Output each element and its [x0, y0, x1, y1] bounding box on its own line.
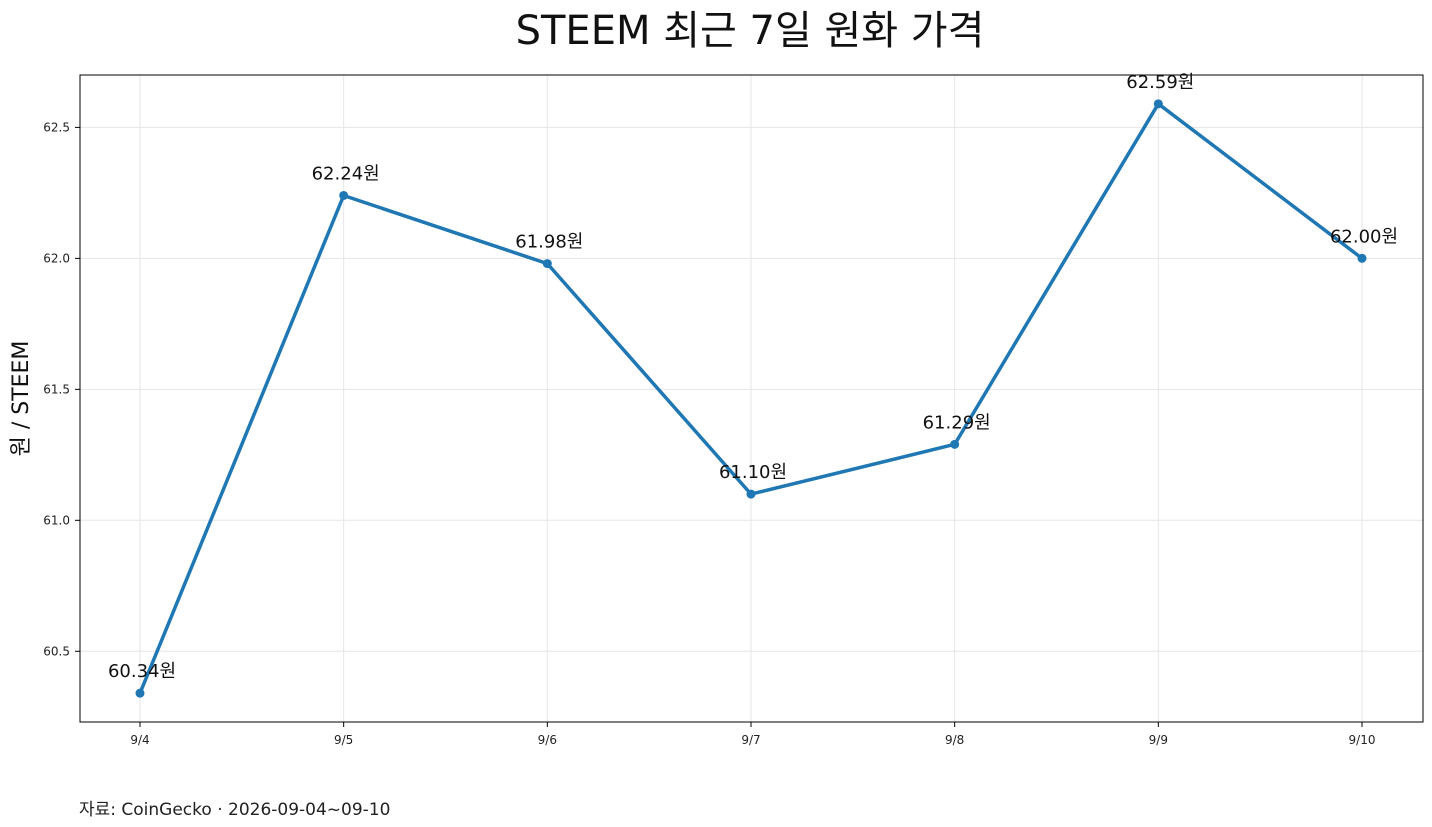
y-axis: 60.5 61.0 61.5 62.0 62.5 [43, 120, 80, 658]
data-label: 61.10원 [719, 462, 787, 483]
x-tick-label: 9/9 [1149, 733, 1168, 747]
data-label-layer: 60.34원 62.24원 61.98원 61.10원 61.29원 62.59원 62.0… [108, 72, 1398, 682]
data-label: 62.00원 [1330, 226, 1398, 247]
series-layer [135, 99, 1367, 698]
source-note: 자료: CoinGecko · 2026-09-04~09-10 [79, 800, 391, 820]
chart-title: STEEM 최근 7일 원화 가격 [516, 8, 985, 54]
y-tick-label: 62.0 [43, 251, 70, 265]
data-point [135, 688, 145, 698]
x-tick-label: 9/7 [741, 733, 760, 747]
data-point [1153, 99, 1163, 109]
data-label: 62.24원 [312, 163, 380, 184]
x-tick-label: 9/4 [130, 733, 149, 747]
data-label: 60.34원 [108, 661, 176, 682]
data-point [1357, 253, 1367, 263]
data-point [542, 259, 552, 269]
x-axis: 9/4 9/5 9/6 9/7 9/8 9/9 9/10 [130, 722, 1375, 747]
data-label: 61.29원 [923, 412, 991, 433]
y-tick-label: 61.5 [43, 382, 70, 396]
x-tick-label: 9/10 [1349, 733, 1376, 747]
data-label: 62.59원 [1126, 72, 1194, 93]
x-tick-label: 9/6 [538, 733, 557, 747]
y-tick-label: 61.0 [43, 513, 70, 527]
y-tick-label: 62.5 [43, 120, 70, 134]
x-tick-label: 9/5 [334, 733, 353, 747]
grid-layer [80, 75, 1423, 722]
y-tick-label: 60.5 [43, 644, 70, 658]
y-axis-title: 원 / STEEM [9, 341, 34, 457]
x-tick-label: 9/8 [945, 733, 964, 747]
data-point [950, 439, 960, 449]
data-point [339, 190, 349, 200]
data-label: 61.98원 [515, 232, 583, 253]
data-point [746, 489, 756, 499]
